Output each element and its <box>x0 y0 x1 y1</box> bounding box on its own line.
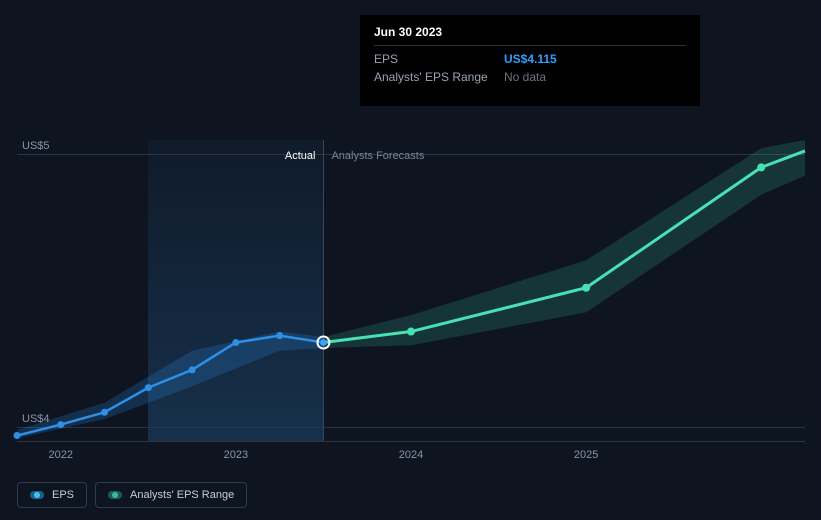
tooltip-value: No data <box>504 68 546 86</box>
eps-chart: US$5US$4 Actual Analysts Forecasts 20222… <box>0 0 821 520</box>
eps-actual-point[interactable] <box>145 384 152 391</box>
eps-actual-point[interactable] <box>189 366 196 373</box>
legend-item-eps-range[interactable]: Analysts' EPS Range <box>95 482 247 508</box>
x-tick-label: 2022 <box>49 449 73 461</box>
eps-forecast-range-area <box>323 140 805 348</box>
legend-swatch-eps <box>30 491 44 499</box>
tooltip-row: Analysts' EPS RangeNo data <box>374 68 686 86</box>
tooltip-row: EPSUS$4.115 <box>374 50 686 68</box>
eps-actual-point[interactable] <box>276 332 283 339</box>
tooltip-date: Jun 30 2023 <box>374 25 686 46</box>
eps-forecast-point[interactable] <box>757 163 765 171</box>
x-axis-baseline <box>17 441 805 442</box>
legend-label: Analysts' EPS Range <box>130 489 234 501</box>
tooltip-key: Analysts' EPS Range <box>374 68 504 86</box>
legend-item-eps[interactable]: EPS <box>17 482 87 508</box>
chart-tooltip: Jun 30 2023 EPSUS$4.115Analysts' EPS Ran… <box>360 15 700 106</box>
chart-legend: EPS Analysts' EPS Range <box>17 482 247 508</box>
eps-actual-point[interactable] <box>57 421 64 428</box>
eps-forecast-point[interactable] <box>407 328 415 336</box>
legend-swatch-eps-range <box>108 491 122 499</box>
x-tick-label: 2023 <box>224 449 248 461</box>
eps-actual-point[interactable] <box>101 409 108 416</box>
chart-svg <box>17 140 805 441</box>
tooltip-key: EPS <box>374 50 504 68</box>
x-tick-label: 2024 <box>399 449 423 461</box>
eps-forecast-point[interactable] <box>582 284 590 292</box>
x-tick-label: 2025 <box>574 449 598 461</box>
tooltip-value: US$4.115 <box>504 50 557 68</box>
eps-actual-point[interactable] <box>232 339 239 346</box>
legend-label: EPS <box>52 489 74 501</box>
eps-actual-point[interactable] <box>14 432 21 439</box>
